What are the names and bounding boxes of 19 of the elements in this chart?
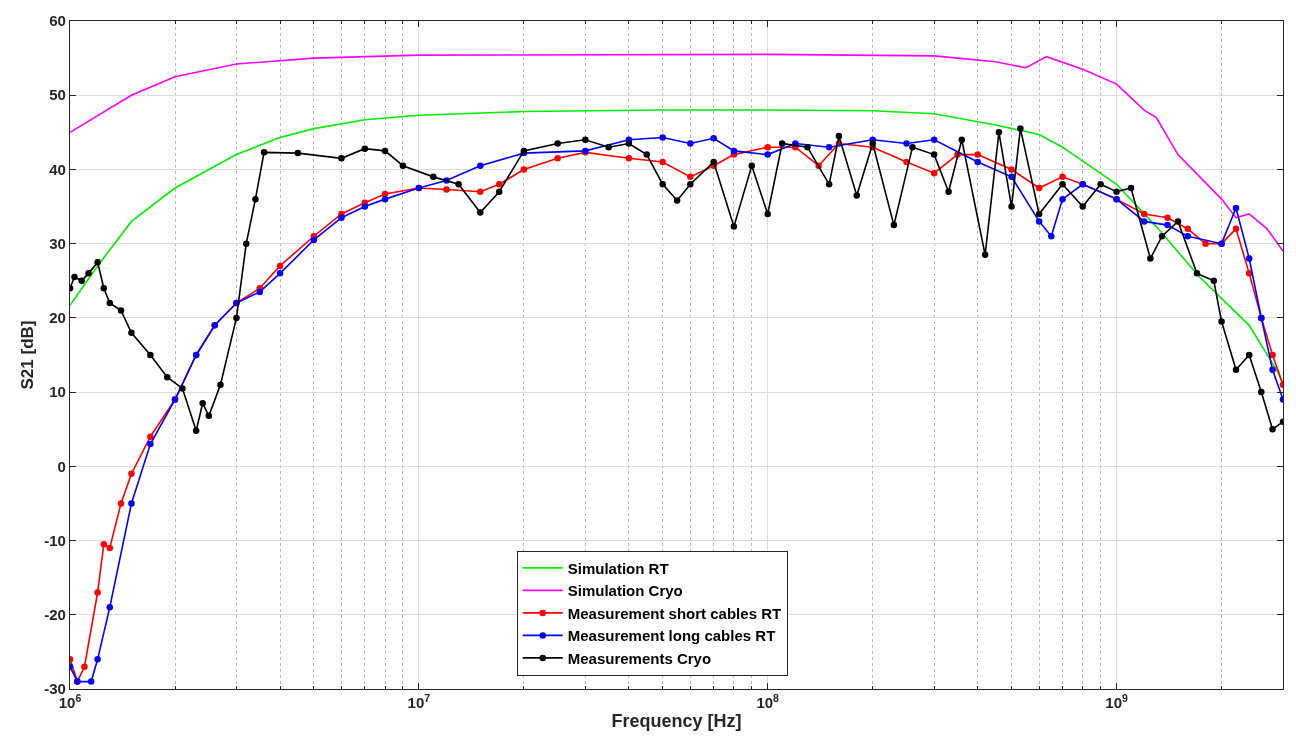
y-tick-label: 60 (49, 12, 66, 30)
x-axis-title: Frequency [Hz] (611, 711, 742, 732)
y-axis-title: S21 [dB] (17, 320, 37, 390)
legend-label: Measurement long cables RT (567, 627, 776, 645)
legend-label: Measurements Cryo (567, 649, 712, 667)
y-tick-label: 50 (49, 86, 66, 104)
y-tick-label: -10 (44, 531, 66, 549)
x-tick-label: 10$^{8}$ (756, 691, 780, 712)
y-tick-label: 40 (49, 160, 66, 178)
legend-label: Measurement short cables RT (567, 604, 782, 622)
y-tick-label: 10 (49, 383, 66, 401)
x-tick-label: 10$^{7}$ (407, 691, 431, 712)
y-tick-label: -20 (44, 606, 66, 624)
x-tick-label: 10$^{9}$ (1105, 691, 1128, 712)
y-tick-label: 30 (49, 234, 66, 252)
y-tick-label: 0 (57, 457, 66, 475)
y-tick-label: 20 (49, 309, 66, 327)
legend-label: Simulation RT (567, 559, 669, 577)
legend-label: Simulation Cryo (567, 582, 683, 600)
